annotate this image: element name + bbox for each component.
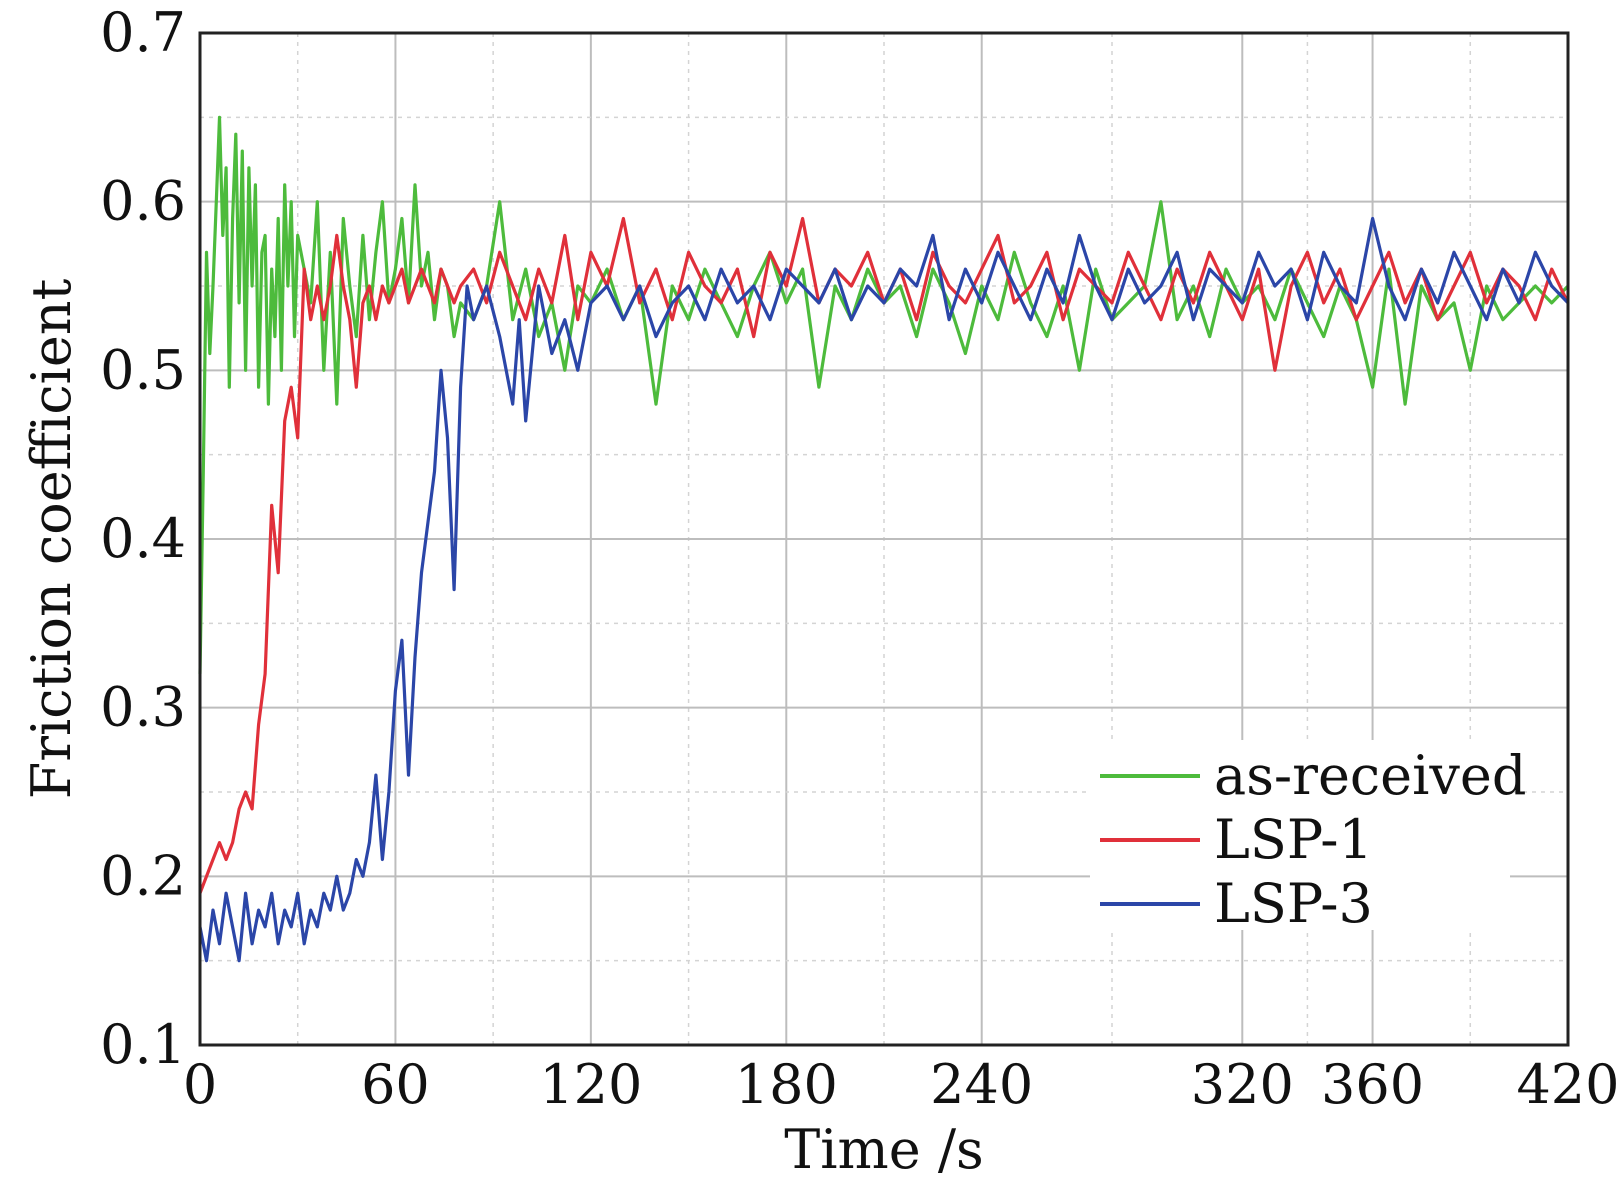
legend-box [1090,740,1510,930]
plot-frame [198,31,1570,1047]
legend-label: LSP-1 [1214,808,1373,871]
y-tick-label: 0.4 [100,507,186,570]
x-tick-label: 360 [1321,1053,1424,1116]
series-line-LSP-1 [198,216,1570,894]
y-tick-label: 0.2 [100,844,186,907]
x-tick-label: 0 [183,1053,217,1116]
y-tick-label: 0.5 [100,338,186,401]
x-tick-label: 60 [361,1053,430,1116]
y-tick-label: 0.3 [100,676,186,739]
legend-label: LSP-3 [1214,872,1373,935]
y-ticks: 0.1 0.2 0.3 0.4 0.5 0.6 0.7 [100,1,186,1076]
series-group [198,115,1570,963]
x-tick-label: 180 [735,1053,838,1116]
x-ticks: 0 60 120 180 240 320 360 420 [183,1053,1620,1116]
x-tick-label: 420 [1516,1053,1619,1116]
x-tick-label: 240 [930,1053,1033,1116]
series-line-LSP-3 [198,216,1570,963]
x-tick-label: 320 [1191,1053,1294,1116]
y-tick-label: 0.6 [100,170,186,233]
y-axis-title: Friction coefficient [20,278,83,799]
y-tick-label: 0.7 [100,1,186,64]
y-tick-label: 0.1 [100,1013,186,1076]
x-axis-title: Time /s [784,1118,984,1181]
legend-label: as-received [1214,744,1526,807]
x-tick-label: 120 [539,1053,642,1116]
